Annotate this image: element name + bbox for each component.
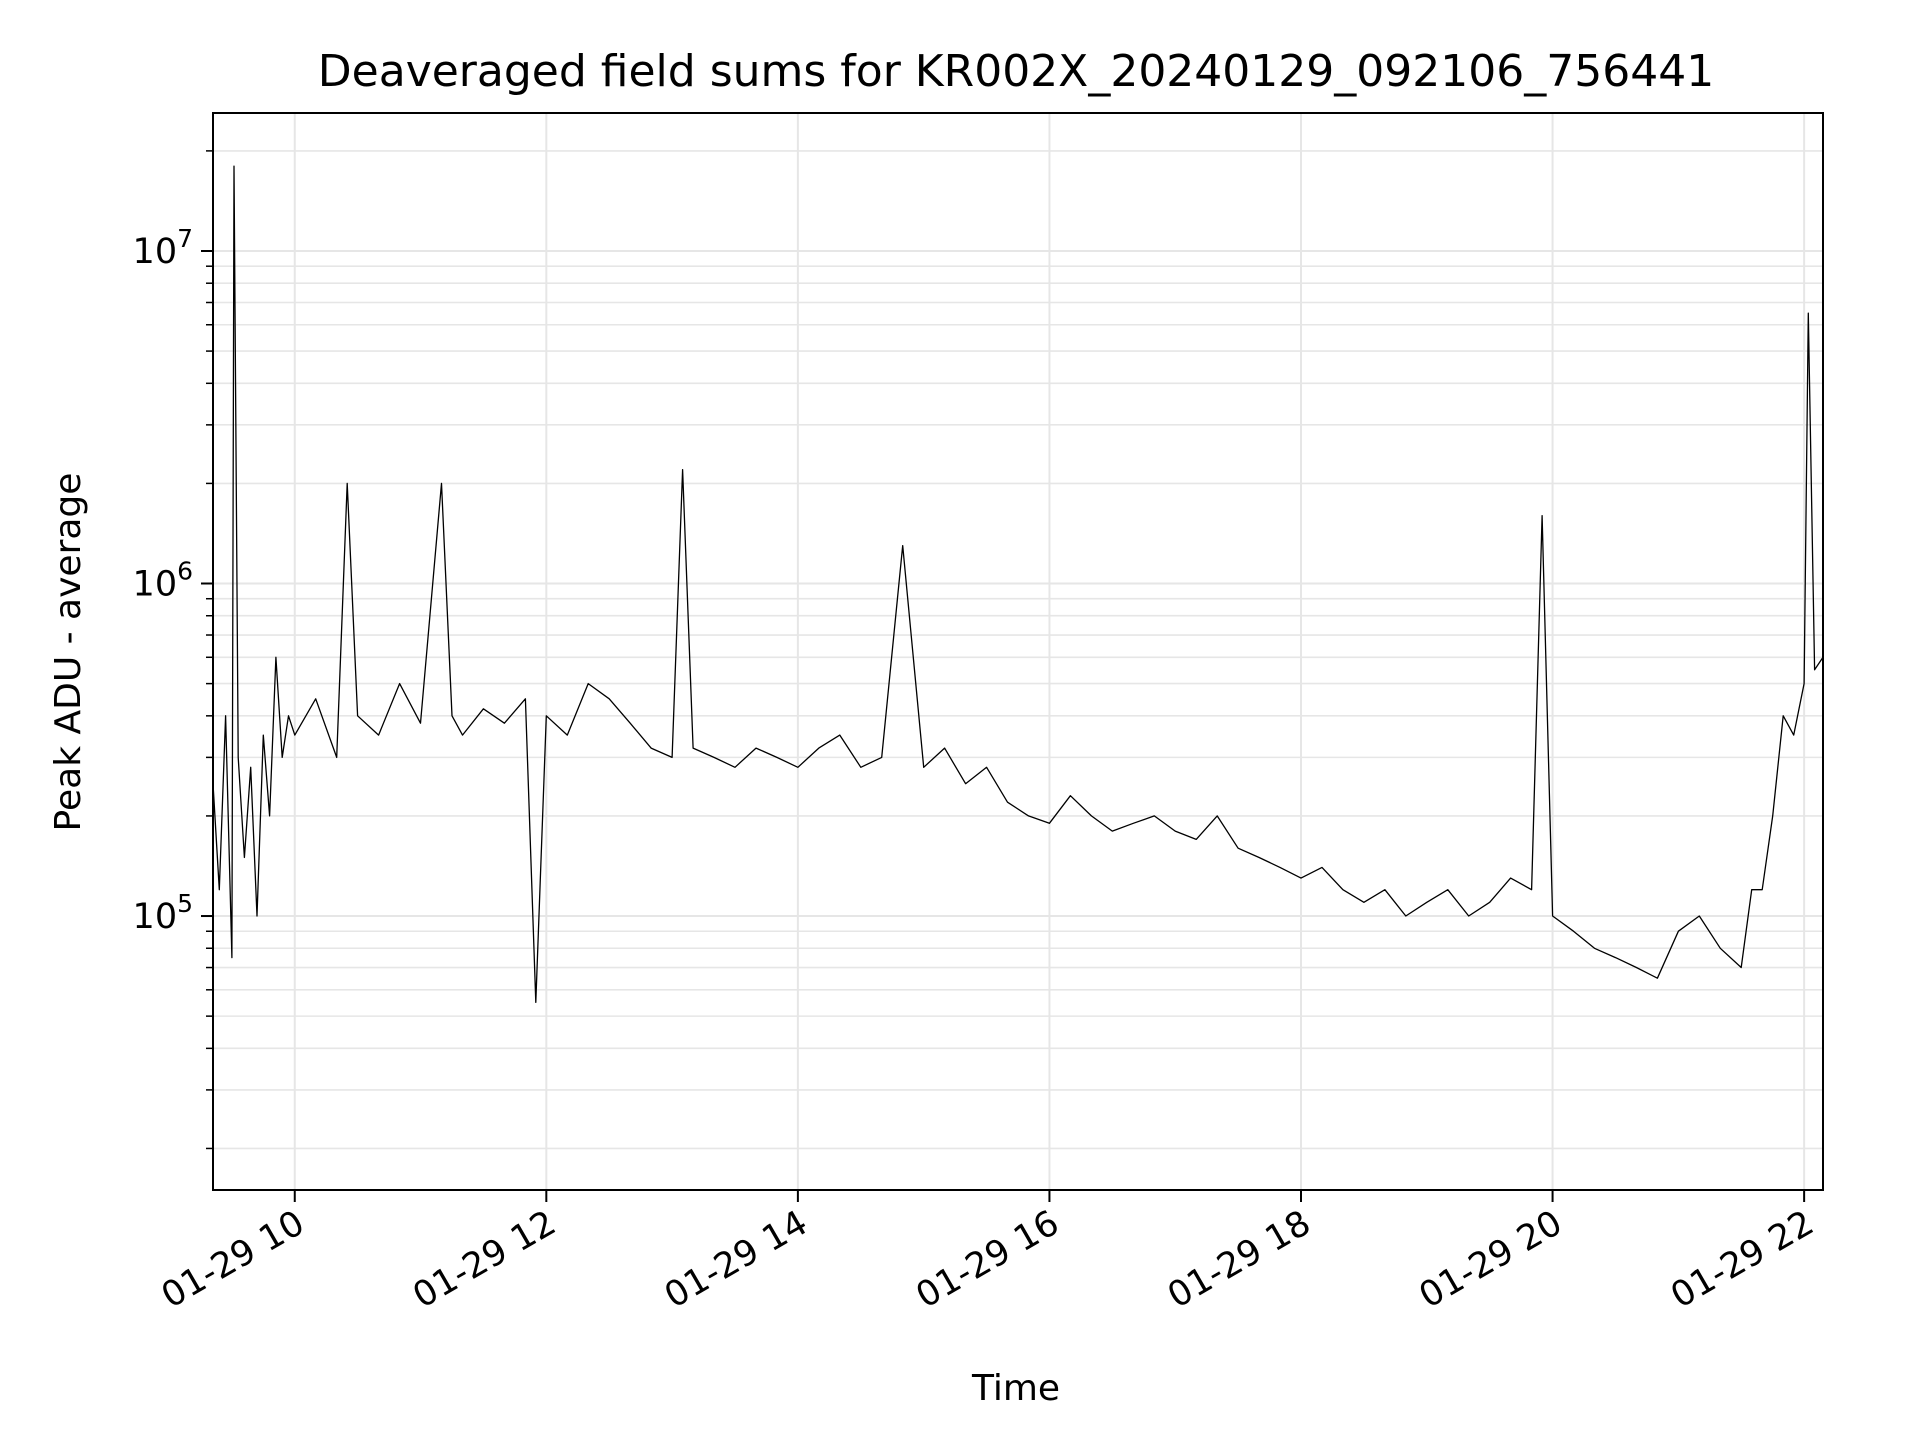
y-tick-label: 106 xyxy=(133,557,193,605)
plot-frame xyxy=(212,112,1824,1191)
grid xyxy=(213,113,1823,1190)
series-line xyxy=(212,165,1824,1004)
chart-title: Deaveraged field sums for KR002X_2024012… xyxy=(318,46,1714,97)
x-axis-label: Time xyxy=(971,1368,1060,1409)
y-axis-ticks: 105 106 107 xyxy=(133,150,213,1150)
y-axis-label: Peak ADU - average xyxy=(48,473,89,832)
y-tick-label: 107 xyxy=(133,224,193,272)
y-tick-label: 105 xyxy=(133,889,193,937)
